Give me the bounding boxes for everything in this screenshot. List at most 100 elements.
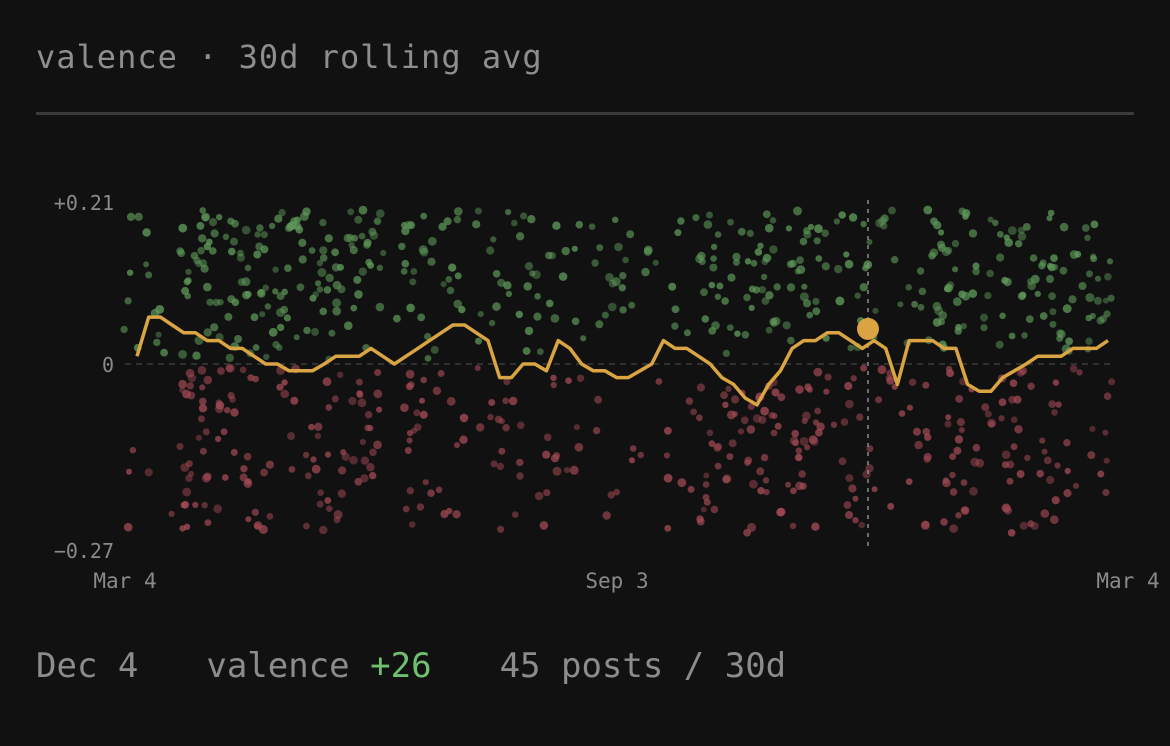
post-dot-positive (737, 227, 746, 236)
post-dot-negative (333, 516, 341, 524)
post-dot-positive (274, 214, 283, 223)
post-dot-positive (380, 249, 387, 257)
post-dot-negative (956, 418, 965, 427)
post-dot-negative (908, 378, 917, 386)
post-dot-positive (722, 349, 731, 357)
post-dot-positive (677, 217, 685, 225)
post-dot-positive (511, 219, 518, 227)
post-dot-negative (220, 428, 228, 436)
post-dot-negative (195, 434, 202, 441)
post-dot-positive (575, 220, 584, 229)
post-dot-negative (795, 385, 804, 394)
post-dot-negative (452, 510, 461, 519)
post-dot-negative (1069, 364, 1078, 373)
post-dot-negative (129, 447, 137, 454)
post-dot-negative (1001, 450, 1011, 460)
post-dot-negative (243, 452, 252, 461)
post-dot-positive (668, 282, 677, 291)
post-dot-positive (193, 256, 201, 265)
post-dot-negative (875, 396, 883, 404)
post-dot-positive (228, 247, 236, 256)
hover-readout: Dec 4 valence +26 45 posts / 30d (36, 646, 786, 686)
post-dot-positive (142, 228, 151, 237)
post-dot-positive (183, 278, 191, 286)
post-dot-positive (199, 207, 206, 214)
post-dot-negative (188, 470, 195, 477)
post-dot-negative (1043, 456, 1052, 465)
post-dot-positive (406, 303, 415, 313)
post-dot-negative (955, 395, 964, 403)
post-dot-negative (508, 396, 518, 406)
post-dot-positive (552, 221, 561, 230)
post-dot-positive (373, 217, 382, 225)
post-dot-positive (701, 315, 710, 323)
post-dot-positive (1090, 255, 1098, 263)
post-dot-positive (748, 285, 756, 293)
post-dot-positive (674, 229, 682, 237)
post-dot-negative (573, 424, 581, 431)
post-dot-positive (834, 264, 843, 274)
post-dot-negative (840, 418, 849, 426)
post-dot-positive (692, 214, 700, 222)
post-dot-positive (785, 225, 793, 232)
post-dot-positive (932, 301, 942, 311)
post-dot-positive (486, 246, 495, 255)
post-dot-positive (619, 272, 627, 280)
post-dot-negative (791, 429, 799, 438)
post-dot-negative (898, 410, 906, 417)
post-dot-positive (1086, 270, 1093, 278)
post-dot-positive (196, 221, 205, 230)
post-dot-positive (1046, 262, 1053, 269)
post-dot-positive (806, 311, 814, 319)
post-dot-negative (949, 471, 956, 479)
post-dot-negative (474, 365, 481, 371)
post-dot-positive (296, 283, 305, 292)
post-dot-positive (843, 251, 850, 258)
post-dot-negative (856, 413, 864, 421)
post-dot-positive (284, 264, 292, 273)
post-dot-negative (740, 416, 749, 425)
post-dot-negative (1010, 416, 1018, 424)
post-dot-positive (427, 236, 437, 246)
post-dot-positive (905, 284, 912, 291)
post-dot-positive (206, 298, 214, 306)
post-dot-positive (160, 348, 169, 357)
post-dot-negative (311, 464, 321, 474)
post-dot-negative (722, 475, 731, 484)
post-dot-negative (923, 455, 931, 464)
post-dot-positive (1056, 334, 1064, 342)
post-dot-positive (143, 261, 150, 268)
post-dot-negative (199, 447, 207, 455)
post-dot-positive (622, 256, 629, 264)
post-dot-positive (268, 222, 276, 230)
post-dot-positive (1051, 263, 1059, 271)
post-dot-negative (407, 381, 415, 389)
post-dot-positive (787, 336, 795, 345)
post-dot-negative (727, 410, 736, 420)
post-dot-positive (474, 207, 482, 215)
post-dot-negative (552, 466, 562, 476)
post-dot-negative (749, 479, 758, 489)
post-dot-negative (1040, 509, 1050, 518)
post-dot-positive (410, 268, 418, 275)
post-dot-positive (980, 324, 988, 332)
post-dot-negative (367, 424, 374, 432)
post-dot-positive (643, 245, 653, 255)
post-dot-negative (239, 366, 247, 374)
post-dot-positive (1085, 337, 1093, 345)
post-dot-positive (608, 302, 617, 312)
post-dot-positive (255, 242, 264, 251)
post-dot-negative (496, 462, 504, 471)
post-dot-positive (1047, 209, 1055, 217)
valence-chart[interactable]: +0.21 0 −0.27 Mar 4 Sep 3 Mar 4 (0, 0, 1170, 620)
post-dot-positive (302, 207, 311, 216)
post-dot-negative (1108, 378, 1116, 386)
post-dot-negative (406, 487, 414, 495)
post-dot-negative (348, 396, 357, 406)
post-dot-negative (360, 474, 369, 483)
post-dot-negative (1006, 477, 1014, 485)
post-dot-negative (706, 429, 714, 437)
post-dot-positive (968, 289, 978, 298)
post-dot-positive (769, 317, 778, 326)
post-dot-negative (126, 468, 132, 475)
